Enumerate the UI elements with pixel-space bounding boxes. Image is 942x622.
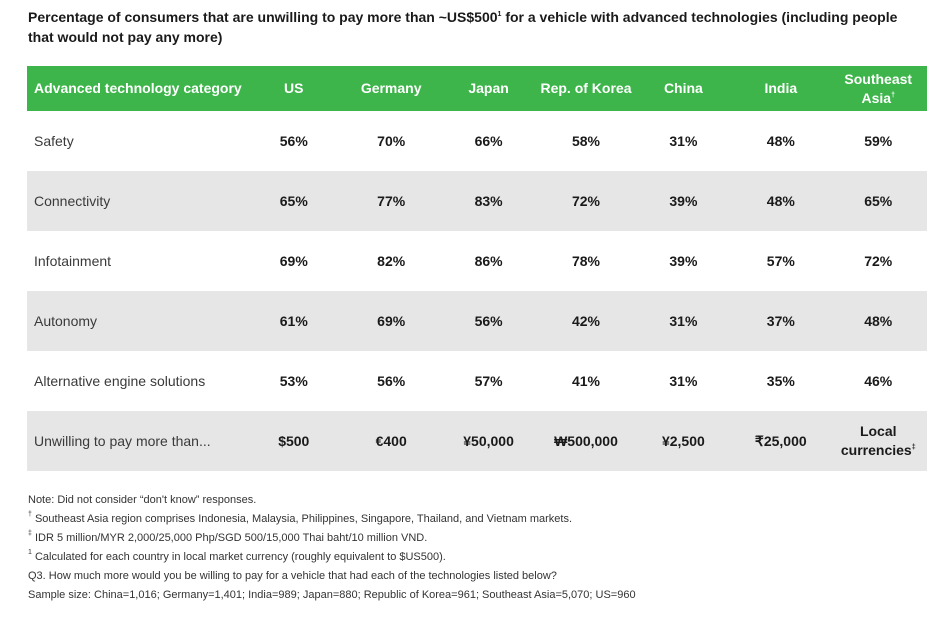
header-rep-of-korea: Rep. of Korea <box>537 66 635 111</box>
table-cell: Local currencies‡ <box>829 411 927 471</box>
header-category: Advanced technology category <box>27 66 246 111</box>
data-table: Advanced technology category US Germany Jap… <box>27 66 927 471</box>
table-cell: 83% <box>439 171 538 231</box>
table-row: Connectivity 65% 77% 83% 72% 39% 48% 65% <box>27 171 927 231</box>
table-cell: 69% <box>342 291 440 351</box>
table-cell: ¥2,500 <box>634 411 733 471</box>
table-cell: 57% <box>766 253 795 269</box>
header-germany: Germany <box>342 66 440 111</box>
table-cell: 31% <box>669 373 698 389</box>
table-cell: 56% <box>439 291 538 351</box>
table-cell: 72% <box>537 171 635 231</box>
table-cell: 56% <box>279 133 308 149</box>
table-cell: 41% <box>571 373 600 389</box>
table-cell: 72% <box>864 253 893 269</box>
footnotes: Note: Did not consider “don't know” resp… <box>28 491 908 605</box>
footnote-line: 1 Calculated for each country in local m… <box>28 549 446 563</box>
header-india: India <box>732 66 830 111</box>
row-label: Safety <box>34 133 74 149</box>
table-cell: 48% <box>829 291 927 351</box>
row-label: Unwilling to pay more than... <box>27 411 246 471</box>
table-cell: 66% <box>474 133 503 149</box>
table-cell: 48% <box>766 133 795 149</box>
table-cell: 82% <box>377 253 406 269</box>
row-label: Autonomy <box>27 291 246 351</box>
table-cell: 39% <box>669 253 698 269</box>
table-cell: 31% <box>634 291 733 351</box>
table-cell: 86% <box>474 253 503 269</box>
row-label: Alternative engine solutions <box>34 373 206 389</box>
table-cell: ₩500,000 <box>537 411 635 471</box>
row-label: Infotainment <box>34 253 112 269</box>
table-cell: 37% <box>732 291 830 351</box>
footnote-line: Note: Did not consider “don't know” resp… <box>28 494 257 506</box>
table-cell: 31% <box>669 133 698 149</box>
table-cell: 39% <box>634 171 733 231</box>
header-japan: Japan <box>439 66 538 111</box>
table-cell: ¥50,000 <box>439 411 538 471</box>
footnote-line: ‡ IDR 5 million/MYR 2,000/25,000 Php/SGD… <box>28 530 428 544</box>
table-cell: 57% <box>474 373 503 389</box>
header-southeast-asia: Southeast Asia† <box>829 66 927 111</box>
footnote-line: † Southeast Asia region comprises Indone… <box>28 511 573 525</box>
footnote-line: Q3. How much more would you be willing t… <box>28 570 557 582</box>
table-cell: 35% <box>766 373 795 389</box>
table-cell: 48% <box>732 171 830 231</box>
header-row: Advanced technology category US Germany Jap… <box>27 66 927 111</box>
table-cell: $500 <box>245 411 343 471</box>
table-cell: 69% <box>279 253 308 269</box>
header-china: China <box>634 66 733 111</box>
table-cell: 65% <box>245 171 343 231</box>
table-row: Safety 56% 70% 66% 58% 31% 48% 59% <box>27 111 927 171</box>
table-cell: 78% <box>571 253 600 269</box>
table-cell: 65% <box>829 171 927 231</box>
table-cell: 42% <box>537 291 635 351</box>
header-us: US <box>245 66 343 111</box>
row-label: Connectivity <box>27 171 246 231</box>
table-row: Infotainment 69% 82% 86% 78% 39% 57% 72% <box>27 231 927 291</box>
table-cell: 58% <box>571 133 600 149</box>
table-body: Safety 56% 70% 66% 58% 31% 48% 59% Connectivity 6… <box>27 111 927 471</box>
table-row: Unwilling to pay more than... $500 €400 ¥50… <box>27 411 927 471</box>
table-cell: €400 <box>342 411 440 471</box>
table-cell: 46% <box>864 373 893 389</box>
table-cell: 70% <box>377 133 406 149</box>
table-cell: 77% <box>342 171 440 231</box>
table-cell: ₹25,000 <box>732 411 830 471</box>
table-row: Autonomy 61% 69% 56% 42% 31% 37% 48% <box>27 291 927 351</box>
table-cell: 61% <box>245 291 343 351</box>
table-cell: 56% <box>377 373 406 389</box>
chart-title: Percentage of consumers that are unwilli… <box>28 9 898 45</box>
table-cell: 53% <box>279 373 308 389</box>
table-cell: 59% <box>864 133 893 149</box>
footnote-line: Sample size: China=1,016; Germany=1,401;… <box>28 589 636 601</box>
title-footnote-marker: 1 <box>497 11 502 18</box>
table-row: Alternative engine solutions 53% 56% 57% 41%… <box>27 351 927 411</box>
